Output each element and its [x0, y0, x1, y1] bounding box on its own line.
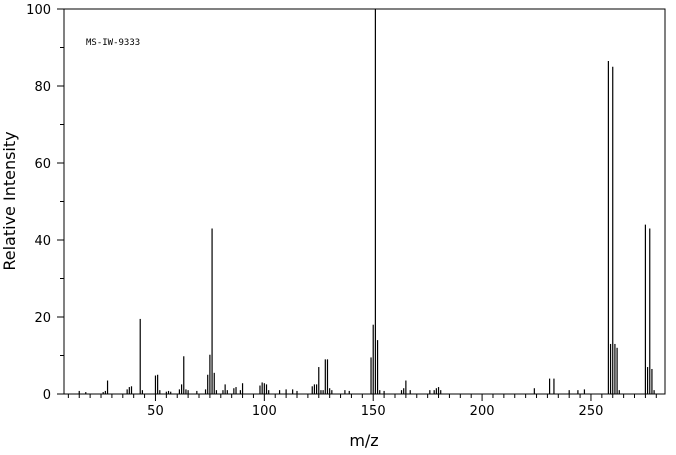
x-axis-title: m/z: [349, 431, 378, 450]
y-tick-label: 0: [43, 388, 51, 403]
y-tick-label: 20: [34, 311, 51, 326]
x-axis-ticks: 50 100 150 200 250: [147, 394, 603, 419]
x-tick-label: 250: [579, 404, 604, 419]
y-tick-label: 40: [34, 234, 51, 249]
x-tick-label: 150: [361, 404, 386, 419]
spectrum-id-annotation: MS-IW-9333: [86, 38, 140, 48]
y-tick-label: 60: [34, 157, 51, 172]
y-tick-label: 100: [26, 3, 51, 18]
y-axis-title: Relative Intensity: [0, 131, 19, 270]
peak-series: [78, 9, 655, 394]
x-tick-label: 50: [147, 404, 164, 419]
plot-frame: [63, 8, 666, 395]
minor-ticks: [60, 47, 657, 398]
x-tick-label: 200: [470, 404, 495, 419]
x-tick-label: 100: [252, 404, 277, 419]
y-axis-ticks: 0 20 40 60 80 100: [26, 3, 64, 403]
y-tick-label: 80: [34, 80, 51, 95]
